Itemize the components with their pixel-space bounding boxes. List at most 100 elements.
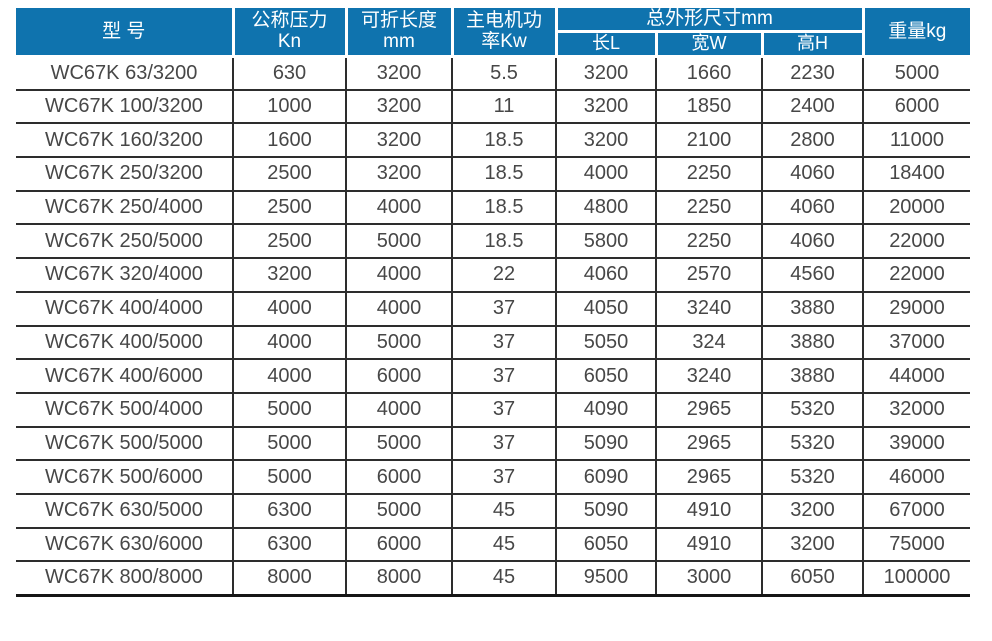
cell-width-w: 4910 <box>656 493 763 529</box>
cell-fold-length-mm: 6000 <box>346 527 453 563</box>
table-row: WC67K 400/4000 4000 4000 37 4050 3240 3880 2900… <box>16 291 970 327</box>
header-dimensions-group: 总外形尺寸mm <box>554 8 865 33</box>
cell-height-h: 3200 <box>762 493 864 529</box>
header-pressure-label: 公称压力 <box>251 10 328 32</box>
cell-fold-length-mm: 5000 <box>346 426 453 462</box>
cell-model: WC67K 320/4000 <box>16 258 234 293</box>
cell-width-w: 324 <box>656 325 763 361</box>
cell-fold-length-mm: 5000 <box>346 493 453 529</box>
cell-length-l: 6050 <box>556 527 657 563</box>
cell-motor-power-kw: 45 <box>452 527 557 563</box>
spec-table-container: 型 号 公称压力 Kn 可折长度 mm 主电机功 率Kw 总外形尺寸mm 重量k… <box>16 8 970 597</box>
cell-height-h: 2800 <box>762 123 864 159</box>
cell-weight-kg: 67000 <box>863 493 970 529</box>
cell-length-l: 4050 <box>556 291 657 327</box>
cell-motor-power-kw: 22 <box>452 258 557 293</box>
cell-length-l: 3200 <box>556 56 657 91</box>
cell-width-w: 2965 <box>656 460 763 495</box>
cell-height-h: 4060 <box>762 190 864 226</box>
table-row: WC67K 320/4000 3200 4000 22 4060 2570 4560 2200… <box>16 258 970 293</box>
cell-length-l: 3200 <box>556 89 657 125</box>
cell-pressure-kn: 2500 <box>233 157 347 192</box>
cell-pressure-kn: 4000 <box>233 291 347 327</box>
cell-fold-length-mm: 3200 <box>346 123 453 159</box>
header-fold-length: 可折长度 mm <box>344 8 454 58</box>
cell-model: WC67K 630/5000 <box>16 493 234 529</box>
header-dim-width: 宽W <box>654 31 764 58</box>
cell-length-l: 9500 <box>556 561 657 597</box>
cell-motor-power-kw: 37 <box>452 291 557 327</box>
cell-model: WC67K 400/6000 <box>16 359 234 394</box>
spec-table: 型 号 公称压力 Kn 可折长度 mm 主电机功 率Kw 总外形尺寸mm 重量k… <box>16 8 970 597</box>
cell-height-h: 3880 <box>762 325 864 361</box>
cell-model: WC67K 500/6000 <box>16 460 234 495</box>
cell-fold-length-mm: 6000 <box>346 460 453 495</box>
cell-length-l: 4090 <box>556 392 657 428</box>
cell-model: WC67K 250/3200 <box>16 157 234 192</box>
cell-weight-kg: 18400 <box>863 157 970 192</box>
cell-height-h: 4560 <box>762 258 864 293</box>
cell-height-h: 4060 <box>762 157 864 192</box>
cell-pressure-kn: 8000 <box>233 561 347 597</box>
header-row-2: 长L 宽W 高H <box>16 31 970 58</box>
cell-length-l: 5800 <box>556 224 657 260</box>
cell-motor-power-kw: 18.5 <box>452 190 557 226</box>
table-row: WC67K 63/3200 630 3200 5.5 3200 1660 2230 5000 <box>16 56 970 91</box>
cell-model: WC67K 250/4000 <box>16 190 234 226</box>
table-row: WC67K 400/6000 4000 6000 37 6050 3240 3880 4400… <box>16 359 970 394</box>
cell-weight-kg: 39000 <box>863 426 970 462</box>
table-row: WC67K 250/5000 2500 5000 18.5 5800 2250 4060 22… <box>16 224 970 260</box>
cell-model: WC67K 100/3200 <box>16 89 234 125</box>
cell-width-w: 2965 <box>656 392 763 428</box>
cell-model: WC67K 500/5000 <box>16 426 234 462</box>
cell-motor-power-kw: 5.5 <box>452 56 557 91</box>
cell-fold-length-mm: 4000 <box>346 258 453 293</box>
cell-width-w: 2250 <box>656 157 763 192</box>
cell-width-w: 2250 <box>656 224 763 260</box>
cell-height-h: 6050 <box>762 561 864 597</box>
cell-model: WC67K 500/4000 <box>16 392 234 428</box>
cell-width-w: 3000 <box>656 561 763 597</box>
cell-pressure-kn: 630 <box>233 56 347 91</box>
cell-height-h: 4060 <box>762 224 864 260</box>
cell-pressure-kn: 4000 <box>233 359 347 394</box>
cell-height-h: 3880 <box>762 291 864 327</box>
header-dim-height: 高H <box>760 31 865 58</box>
cell-fold-length-mm: 3200 <box>346 56 453 91</box>
cell-length-l: 6050 <box>556 359 657 394</box>
cell-weight-kg: 44000 <box>863 359 970 394</box>
header-row-1: 型 号 公称压力 Kn 可折长度 mm 主电机功 率Kw 总外形尺寸mm 重量k… <box>16 8 970 58</box>
table-row: WC67K 160/3200 1600 3200 18.5 3200 2100 2800 11… <box>16 123 970 159</box>
cell-width-w: 1850 <box>656 89 763 125</box>
cell-fold-length-mm: 6000 <box>346 359 453 394</box>
header-motor-power-line1: 主电机功 <box>465 10 542 32</box>
cell-weight-kg: 37000 <box>863 325 970 361</box>
cell-weight-kg: 32000 <box>863 392 970 428</box>
cell-height-h: 2230 <box>762 56 864 91</box>
cell-width-w: 2965 <box>656 426 763 462</box>
cell-pressure-kn: 2500 <box>233 224 347 260</box>
cell-motor-power-kw: 37 <box>452 460 557 495</box>
cell-length-l: 6090 <box>556 460 657 495</box>
cell-model: WC67K 800/8000 <box>16 561 234 597</box>
cell-model: WC67K 250/5000 <box>16 224 234 260</box>
table-row: WC67K 100/3200 1000 3200 11 3200 1850 2400 6000 <box>16 89 970 125</box>
cell-width-w: 1660 <box>656 56 763 91</box>
table-row: WC67K 400/5000 4000 5000 37 5050 324 3880 37000 <box>16 325 970 361</box>
cell-width-w: 2250 <box>656 190 763 226</box>
cell-width-w: 3240 <box>656 359 763 394</box>
cell-weight-kg: 22000 <box>863 224 970 260</box>
cell-motor-power-kw: 45 <box>452 561 557 597</box>
cell-motor-power-kw: 11 <box>452 89 557 125</box>
cell-fold-length-mm: 4000 <box>346 291 453 327</box>
cell-weight-kg: 75000 <box>863 527 970 563</box>
cell-model: WC67K 400/4000 <box>16 291 234 327</box>
header-pressure: 公称压力 Kn <box>231 8 348 58</box>
cell-pressure-kn: 4000 <box>233 325 347 361</box>
cell-length-l: 4060 <box>556 258 657 293</box>
cell-motor-power-kw: 45 <box>452 493 557 529</box>
cell-weight-kg: 22000 <box>863 258 970 293</box>
cell-weight-kg: 29000 <box>863 291 970 327</box>
cell-fold-length-mm: 5000 <box>346 325 453 361</box>
